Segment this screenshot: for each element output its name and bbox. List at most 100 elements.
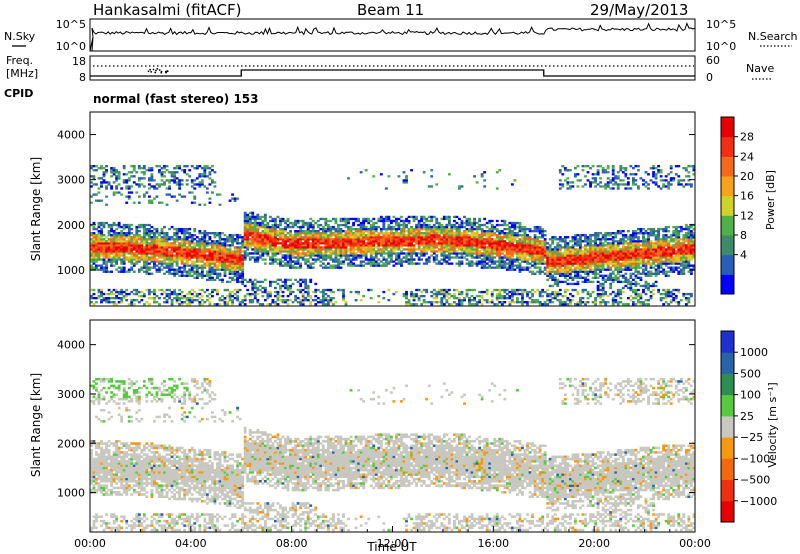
power-cell: [357, 246, 361, 249]
power-cell: [289, 225, 292, 229]
power-cell: [377, 258, 381, 261]
power-cell: [405, 248, 408, 251]
power-cell: [337, 254, 340, 257]
power-cell: [127, 244, 131, 247]
power-cell: [276, 296, 280, 300]
power-cell: [248, 244, 252, 247]
power-cell: [508, 260, 512, 263]
power-cell: [289, 292, 292, 296]
power-cell: [284, 246, 287, 249]
power-cell: [470, 288, 474, 292]
power-cell: [100, 292, 103, 296]
power-cell: [538, 256, 542, 259]
power-cell: [523, 234, 527, 237]
power-cell: [185, 260, 189, 263]
power-cell: [281, 301, 285, 304]
power-cell: [354, 217, 358, 221]
power-cell: [455, 234, 459, 237]
power-cell: [374, 236, 378, 239]
power-cell: [286, 278, 290, 282]
power-cell: [150, 173, 154, 176]
power-cell: [344, 225, 348, 229]
power-cell: [205, 248, 209, 251]
power-cell: [150, 240, 154, 243]
power-cell: [306, 294, 310, 298]
power-cell: [284, 299, 287, 302]
power-cell: [382, 258, 386, 261]
power-cell: [513, 248, 517, 251]
power-cell: [238, 274, 242, 277]
power-cell: [122, 248, 126, 251]
power-cell: [354, 229, 358, 233]
power-cell: [142, 294, 146, 298]
power-cell: [253, 286, 257, 290]
power-cell: [541, 288, 545, 292]
power-cell: [460, 232, 464, 235]
power-cell: [195, 266, 199, 269]
power-cell: [379, 254, 383, 257]
power-cell: [581, 185, 585, 188]
power-cell: [384, 234, 388, 237]
power-cell: [150, 229, 154, 233]
power-cell: [543, 246, 547, 249]
power-cell: [281, 242, 285, 245]
power-cell: [147, 246, 151, 249]
power-cell: [460, 256, 464, 259]
power-cell: [468, 234, 471, 237]
power-cell: [253, 240, 257, 243]
power-cell: [281, 238, 285, 241]
power-cell: [218, 246, 222, 249]
power-cell: [369, 244, 373, 247]
power-cell: [450, 262, 454, 265]
power-cell: [122, 167, 126, 170]
power-cell: [442, 217, 446, 221]
power-cell: [253, 225, 257, 229]
power-cell: [253, 221, 257, 225]
power-cell: [286, 248, 290, 251]
power-cell: [574, 244, 577, 247]
power-cell: [180, 227, 184, 231]
power-cell: [190, 301, 194, 304]
power-cell: [500, 242, 504, 245]
power-cell: [407, 240, 411, 243]
power-cell: [281, 234, 285, 237]
power-cell: [145, 266, 149, 269]
power-cell: [437, 229, 441, 233]
power-cell: [258, 256, 262, 259]
power-cell: [589, 250, 592, 253]
power-cell: [359, 248, 363, 251]
power-cell: [566, 268, 570, 271]
power-cell: [526, 268, 529, 271]
power-cell: [586, 301, 590, 304]
power-cell: [495, 246, 499, 249]
power-cell: [558, 236, 562, 239]
power-cell: [321, 288, 325, 292]
power-cell: [258, 217, 262, 221]
power-cell: [97, 225, 101, 229]
power-cell: [153, 187, 156, 190]
power-cell: [233, 292, 237, 296]
power-cell: [180, 303, 184, 306]
power-cell: [584, 238, 587, 241]
power-cell: [488, 227, 492, 231]
power-cell: [553, 258, 557, 261]
power-cell: [160, 244, 164, 247]
power-cell: [193, 229, 197, 233]
power-cell: [566, 274, 570, 277]
power-cell: [510, 290, 514, 294]
power-cell: [97, 264, 101, 267]
power-cell: [216, 232, 219, 235]
power-cell: [574, 240, 577, 243]
power-cell: [458, 234, 461, 237]
power-cell: [218, 272, 222, 275]
power-cell: [195, 292, 199, 296]
power-cell: [503, 288, 507, 292]
power-cell: [180, 232, 184, 235]
power-cell: [505, 252, 509, 255]
power-cell: [97, 242, 101, 245]
power-cell: [445, 215, 449, 219]
power-cell: [500, 232, 504, 235]
power-cell: [523, 227, 527, 231]
power-cell: [571, 250, 575, 253]
power-cell: [203, 290, 207, 294]
